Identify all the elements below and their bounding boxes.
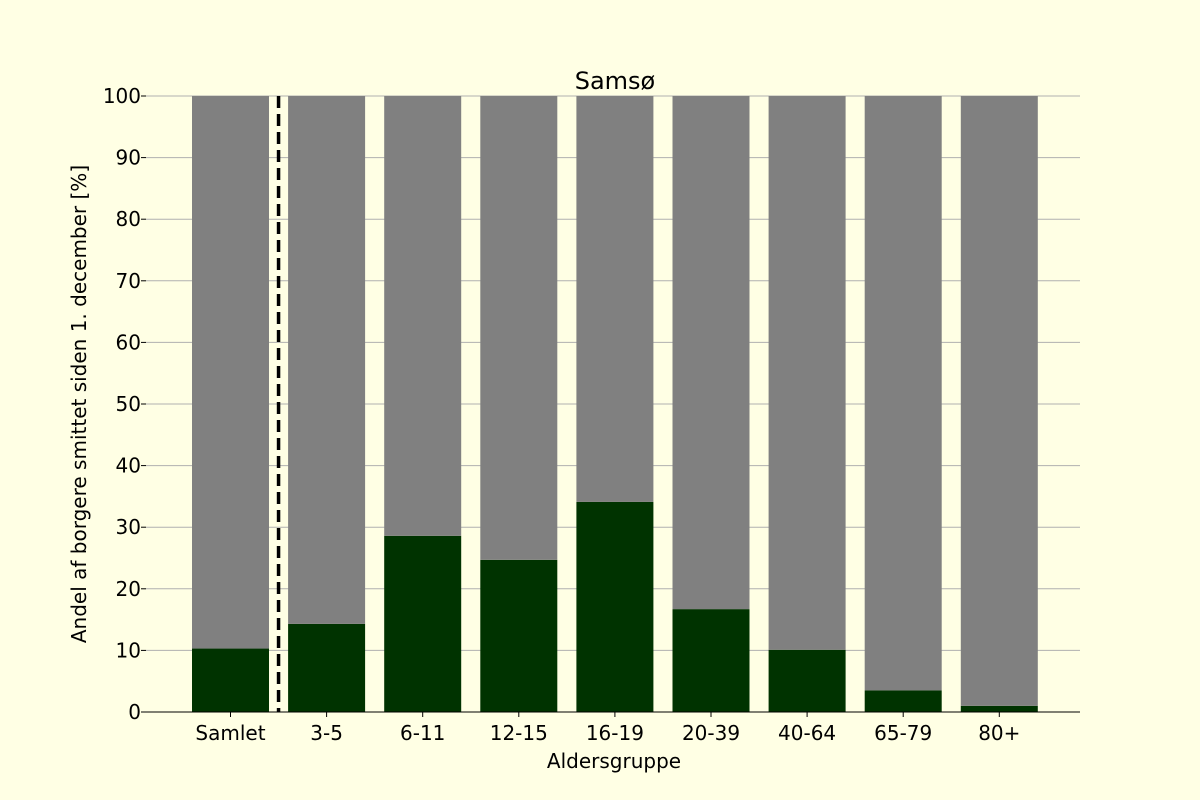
- bar-segment: [864, 690, 942, 712]
- bar-segment: [576, 96, 654, 502]
- bar-segment: [672, 609, 750, 712]
- bar-segment: [768, 96, 846, 650]
- y-tick-label: 0: [128, 700, 141, 724]
- y-tick-label: 20: [116, 577, 141, 601]
- y-axis-label: Andel af borgere smittet siden 1. decemb…: [67, 165, 91, 643]
- bar-segment: [192, 648, 269, 712]
- x-tick-label: 12-15: [490, 721, 548, 745]
- y-tick-label: 10: [116, 638, 141, 662]
- bar-segment: [960, 705, 1038, 712]
- bar-segment: [384, 96, 462, 536]
- bar-segment: [960, 96, 1038, 706]
- y-tick-label: 60: [116, 330, 141, 354]
- chart-title: Samsø: [575, 67, 656, 95]
- bar-segment: [576, 501, 654, 712]
- bar-segment: [672, 96, 750, 610]
- x-tick-label: 20-39: [682, 721, 740, 745]
- bar-segment: [768, 649, 846, 712]
- bars: [192, 96, 1038, 712]
- y-axis-ticks: 0 10 20 30 40 50 60 70 80 90 100: [103, 84, 146, 724]
- bar-segment: [192, 96, 269, 649]
- x-tick-label: Samlet: [195, 721, 265, 745]
- bar-segment: [288, 623, 366, 712]
- y-tick-label: 50: [116, 392, 141, 416]
- x-tick-label: 65-79: [874, 721, 932, 745]
- x-axis-label: Aldersgruppe: [547, 749, 681, 773]
- y-tick-label: 40: [116, 454, 141, 478]
- y-tick-label: 90: [116, 146, 141, 170]
- bar-segment: [480, 96, 558, 560]
- x-tick-label: 6-11: [400, 721, 445, 745]
- bar-segment: [288, 96, 366, 624]
- bar-segment: [480, 559, 558, 712]
- x-tick-label: 40-64: [778, 721, 836, 745]
- bar-segment: [384, 535, 462, 712]
- x-tick-label: 3-5: [310, 721, 343, 745]
- y-tick-label: 30: [116, 515, 141, 539]
- y-tick-label: 100: [103, 84, 141, 108]
- x-tick-label: 80+: [978, 721, 1020, 745]
- y-tick-label: 80: [116, 207, 141, 231]
- bar-segment: [864, 96, 942, 691]
- x-axis-ticks: Samlet 3-5 6-11 12-15 16-19 20-39 40-64 65-79 80…: [195, 712, 1020, 745]
- y-tick-label: 70: [116, 269, 141, 293]
- x-tick-label: 16-19: [586, 721, 644, 745]
